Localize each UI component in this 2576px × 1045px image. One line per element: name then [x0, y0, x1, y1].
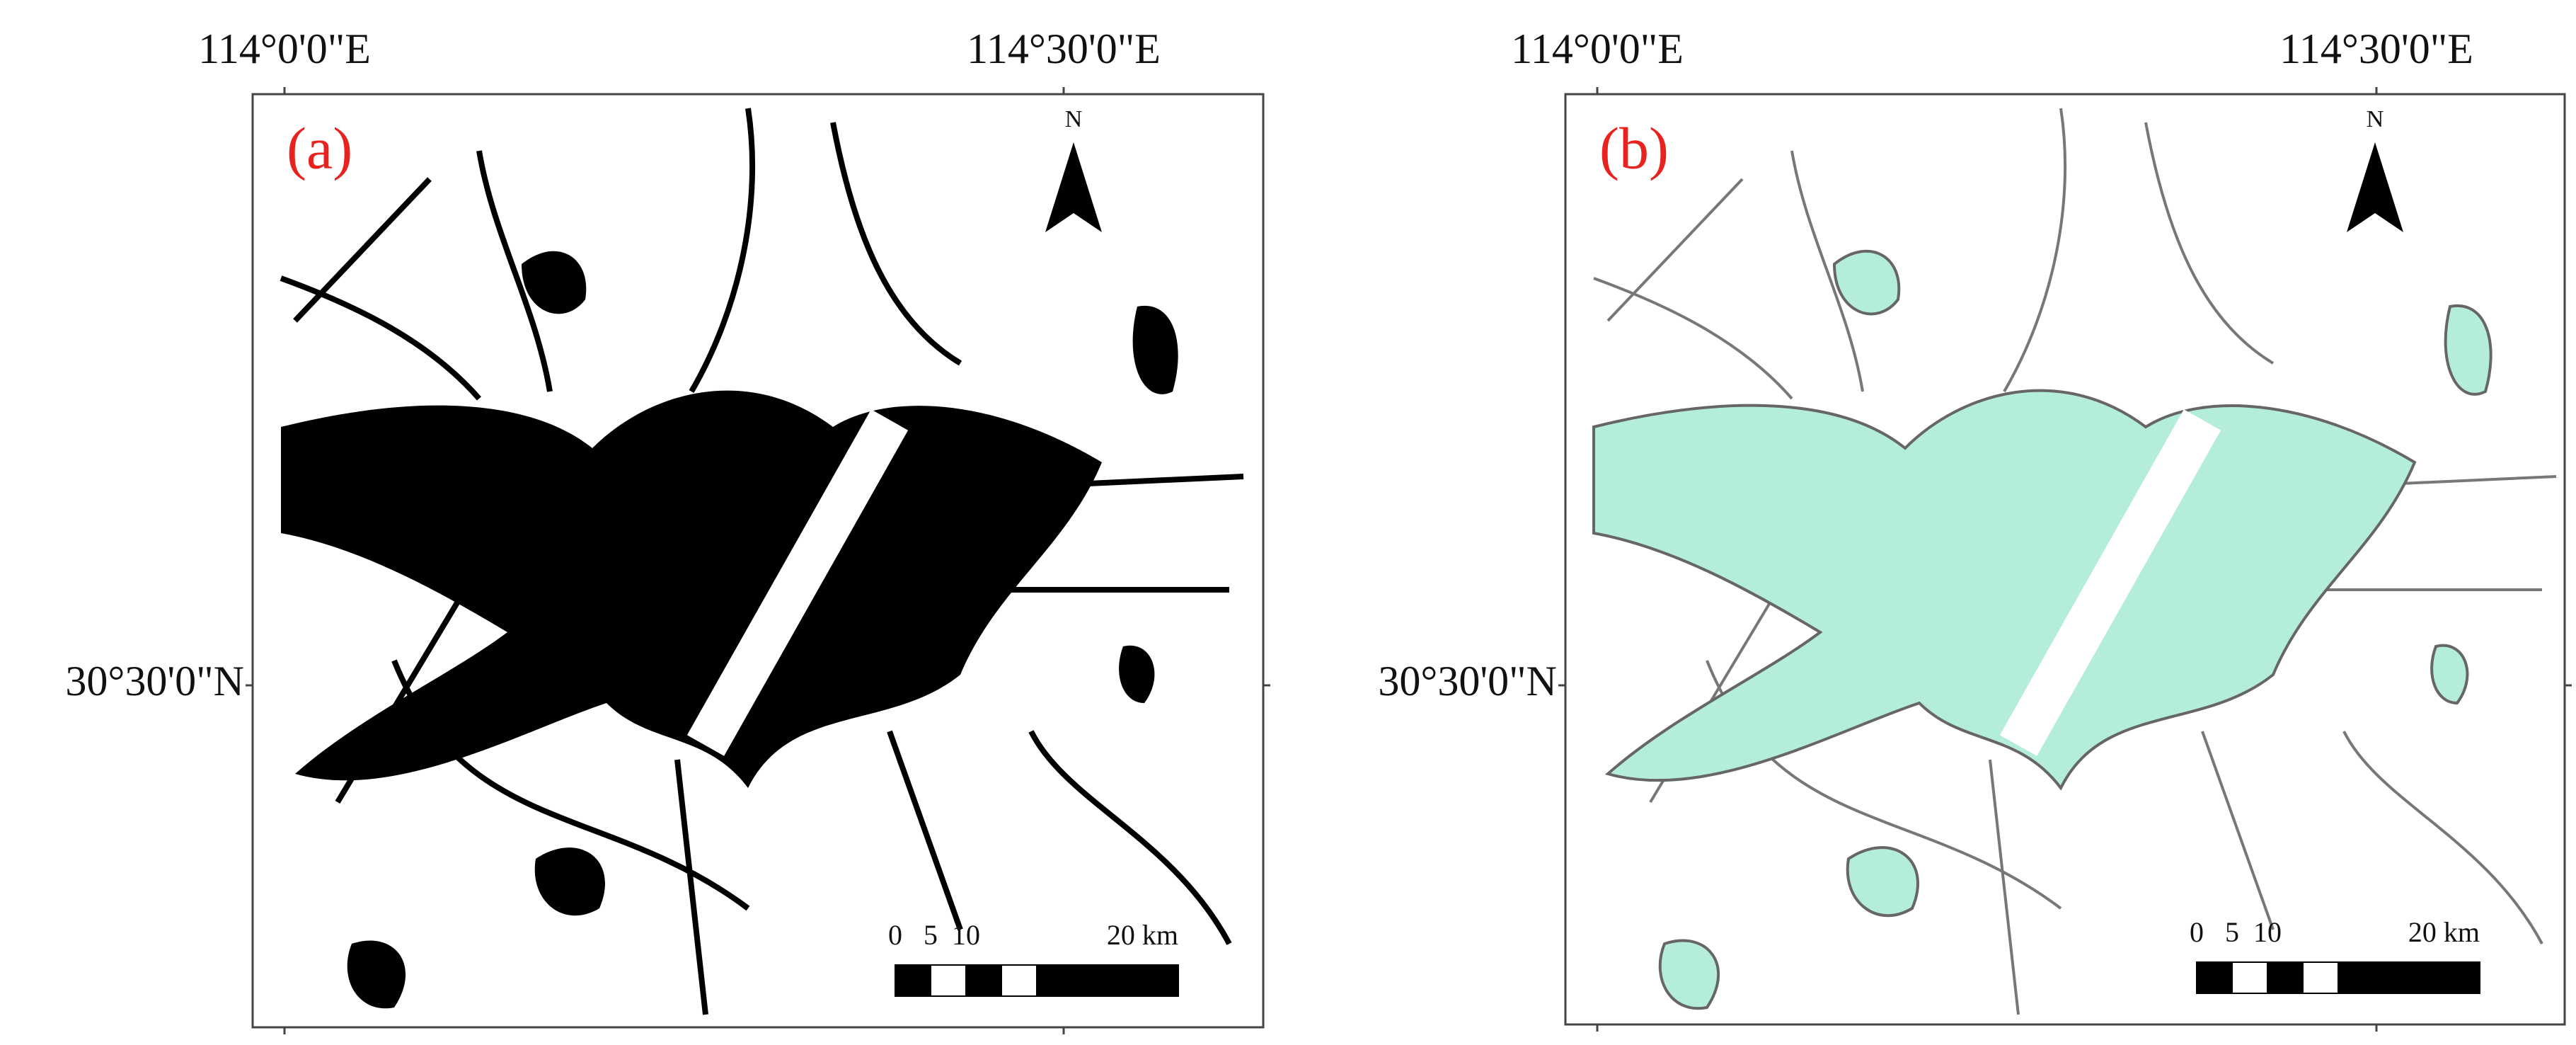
scale-label: 10 [952, 919, 980, 951]
north-arrow [1045, 142, 1102, 232]
north-label: N [2367, 106, 2384, 132]
scale-segment [930, 964, 967, 997]
scale-label: 5 [2225, 916, 2239, 948]
scale-label: 20 km [1107, 919, 1178, 951]
map-content [281, 108, 1243, 1015]
scale-segment [2267, 961, 2304, 994]
map-frame [251, 93, 1265, 1029]
latitude-label: 30°30'0"N [1378, 658, 1557, 704]
longitude-label: 114°0'0"E [198, 25, 371, 72]
scale-segment [2338, 961, 2480, 994]
latitude-label: 30°30'0"N [65, 658, 244, 704]
scale-segment [2302, 961, 2339, 994]
map-frame [1564, 93, 2566, 1026]
panel-label: (a) [287, 115, 352, 181]
north-arrow [2347, 142, 2403, 232]
scale-label: 10 [2253, 916, 2282, 948]
scale-label: 20 km [2408, 916, 2480, 948]
longitude-label: 114°0'0"E [1511, 25, 1684, 72]
map-content [1592, 107, 2558, 1016]
scale-segment [965, 964, 1002, 997]
longitude-label: 114°30'0"E [2279, 25, 2473, 72]
longitude-label: 114°30'0"E [967, 25, 1161, 72]
scale-segment [1001, 964, 1037, 997]
north-label: N [1065, 106, 1083, 132]
scale-segment [1036, 964, 1179, 997]
scale-label: 0 [888, 919, 902, 951]
scale-label: 0 [2190, 916, 2204, 948]
map-panel: 114°0'0"E 114°30'0"E 30°30'0"N (b) N 0 5 10 20 k… [1378, 25, 2572, 1032]
panel-label: (b) [1599, 115, 1669, 181]
map-panel: 114°0'0"E 114°30'0"E 30°30'0"N (a) N 0 5 10 20 k… [65, 25, 1270, 1034]
scale-label: 5 [924, 919, 938, 951]
scale-segment [2231, 961, 2268, 994]
scale-segment [895, 964, 931, 997]
scale-segment [2196, 961, 2233, 994]
